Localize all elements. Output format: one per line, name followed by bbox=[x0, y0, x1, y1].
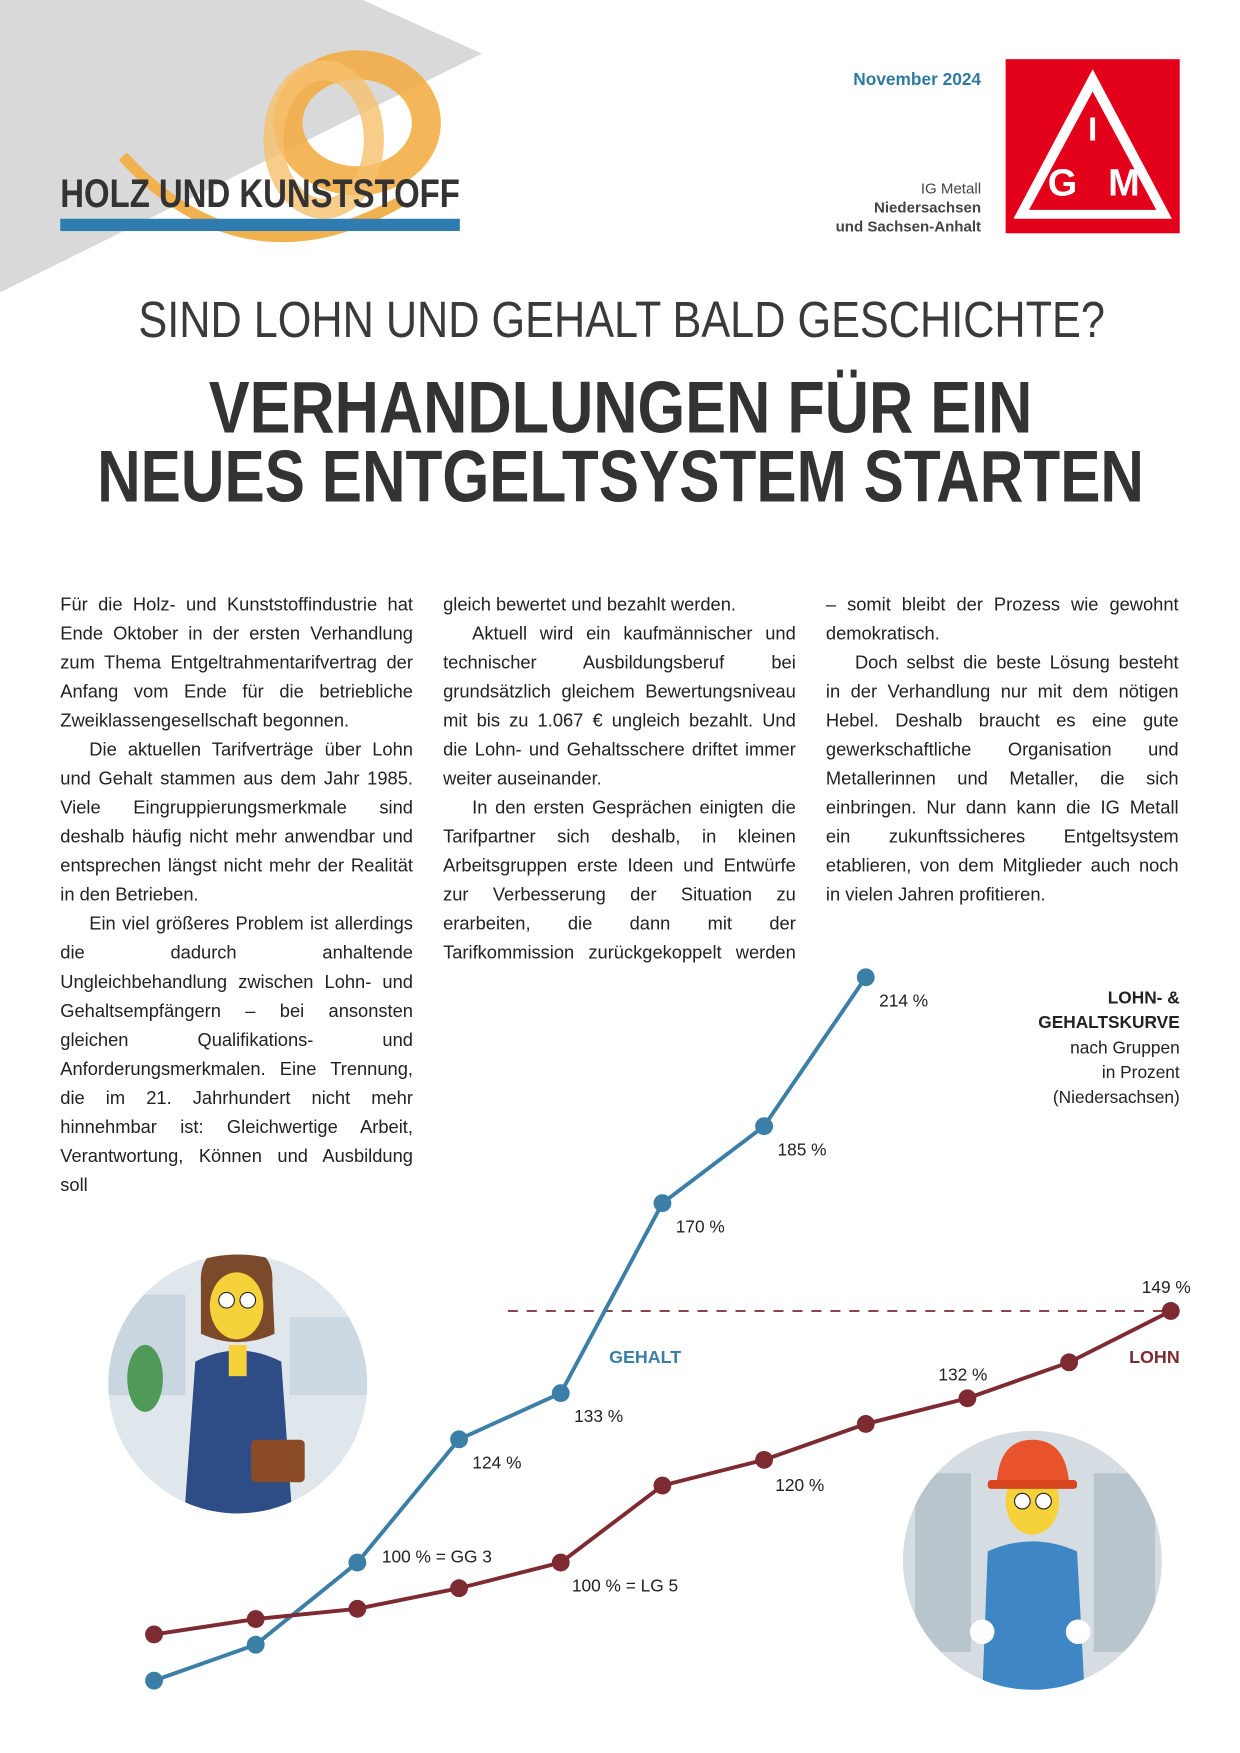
data-point bbox=[450, 1430, 468, 1449]
data-point bbox=[755, 1117, 774, 1136]
org-line: und Sachsen-Anhalt bbox=[836, 219, 981, 236]
chart-subtitle: in Prozent bbox=[1102, 1062, 1180, 1082]
data-point bbox=[958, 1389, 977, 1408]
data-point bbox=[1060, 1353, 1079, 1372]
brand-bar bbox=[60, 218, 460, 232]
headline: NEUES ENTGELTSYSTEM STARTEN bbox=[97, 435, 1144, 518]
logo-letter: G bbox=[1048, 162, 1078, 204]
value-label: 214 % bbox=[879, 990, 928, 1010]
paragraph: – somit bleibt der Prozess wie gewohnt d… bbox=[825, 594, 1179, 644]
paragraph: Die aktuellen Tarifverträge über Lohn un… bbox=[60, 739, 413, 906]
logo-letter: I bbox=[1088, 112, 1097, 149]
brand: HOLZ UND KUNSTSTOFF bbox=[60, 171, 460, 216]
data-point bbox=[856, 1415, 875, 1433]
paragraph: Für die Holz- und Kunststoffindustrie ha… bbox=[60, 594, 413, 732]
chart: 100 % = GG 3 124 % 133 % 170 % 185 % 214 % GEH… bbox=[145, 968, 1191, 1690]
illustration-woman bbox=[107, 1253, 369, 1515]
data-point bbox=[653, 1476, 672, 1495]
value-label: 132 % bbox=[938, 1365, 987, 1385]
chart-title: LOHN- & bbox=[1108, 987, 1180, 1007]
value-label: 100 % = GG 3 bbox=[382, 1547, 492, 1567]
org-line: Niedersachsen bbox=[874, 200, 981, 217]
chart-title: GEHALTSKURVE bbox=[1038, 1012, 1179, 1032]
kicker: SIND LOHN UND GEHALT BALD GESCHICHTE? bbox=[138, 291, 1105, 348]
data-point bbox=[348, 1553, 367, 1572]
data-point bbox=[653, 1194, 672, 1213]
data-point bbox=[348, 1599, 367, 1618]
value-label: 149 % bbox=[1142, 1277, 1191, 1297]
paragraph: Ein viel größeres Problem ist allerdings… bbox=[60, 914, 413, 1196]
paragraph: gleich bewertet und bezahlt werden. bbox=[443, 594, 736, 615]
data-point bbox=[450, 1579, 468, 1598]
value-label: 100 % = LG 5 bbox=[572, 1576, 678, 1596]
date: November 2024 bbox=[853, 69, 981, 89]
logo-triangle-inner bbox=[1029, 91, 1157, 210]
data-point bbox=[755, 1450, 774, 1469]
data-point bbox=[145, 1671, 163, 1690]
series-label: LOHN bbox=[1129, 1347, 1180, 1367]
value-label: 133 % bbox=[574, 1406, 623, 1426]
paragraph: In den ersten Gesprächen einigten die Ta… bbox=[443, 798, 796, 964]
logo-swirl bbox=[263, 60, 384, 219]
headline: VERHANDLUNGEN FÜR EIN bbox=[209, 365, 1033, 448]
data-point bbox=[551, 1553, 570, 1572]
value-label: 124 % bbox=[472, 1452, 521, 1472]
data-point bbox=[551, 1384, 570, 1403]
paragraph: Doch selbst die beste Lösung besteht in … bbox=[825, 652, 1179, 906]
text-column: gleich bewertet und bezahlt werden. Aktu… bbox=[443, 590, 796, 967]
text-column: – somit bleibt der Prozess wie gewohnt d… bbox=[826, 590, 1179, 909]
data-point bbox=[856, 968, 875, 987]
data-point bbox=[145, 1625, 163, 1644]
value-label: 120 % bbox=[775, 1475, 824, 1495]
data-point bbox=[246, 1610, 265, 1628]
logo-letter: M bbox=[1108, 162, 1140, 204]
illustration-man bbox=[901, 1429, 1163, 1691]
paragraph: Aktuell wird ein kaufmännischer und tech… bbox=[443, 623, 796, 790]
chart-subtitle: (Niedersachsen) bbox=[1053, 1087, 1180, 1107]
org-line: IG Metall bbox=[921, 181, 981, 198]
series-label: GEHALT bbox=[609, 1347, 681, 1367]
data-point bbox=[246, 1635, 265, 1654]
value-label: 185 % bbox=[777, 1139, 826, 1159]
value-label: 170 % bbox=[676, 1216, 725, 1236]
illustration-frame bbox=[106, 1252, 370, 1516]
chart-subtitle: nach Gruppen bbox=[1070, 1038, 1180, 1058]
series-line bbox=[153, 976, 868, 1683]
data-point bbox=[1161, 1302, 1180, 1320]
text-column: Für die Holz- und Kunststoffindustrie ha… bbox=[60, 590, 413, 1199]
illustration-frame bbox=[900, 1428, 1165, 1693]
